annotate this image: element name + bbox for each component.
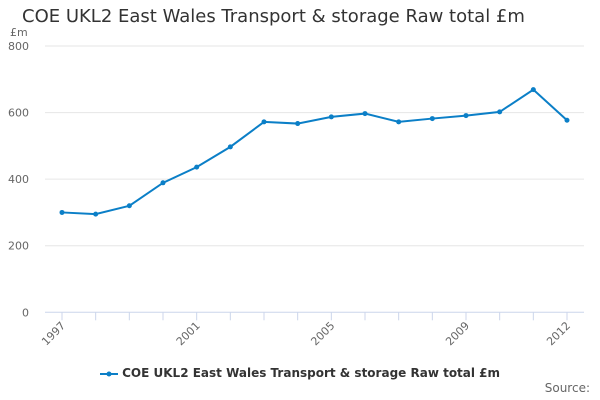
data-point [160, 180, 166, 186]
data-point [463, 113, 469, 119]
y-tick-label: 0 [22, 306, 29, 319]
legend-item[interactable]: COE UKL2 East Wales Transport & storage … [0, 366, 600, 380]
x-tick-label: 2009 [443, 319, 472, 348]
y-tick-label: 600 [8, 107, 29, 120]
data-point [295, 121, 301, 127]
data-point [194, 164, 200, 170]
x-tick-label: 1997 [39, 319, 68, 348]
x-tick-label: 2005 [308, 319, 337, 348]
data-point [328, 114, 334, 120]
x-tick-label: 2001 [174, 319, 203, 348]
source-label: Source: [544, 381, 590, 395]
y-tick-label: 800 [8, 40, 29, 53]
data-point [93, 211, 99, 217]
legend-label: COE UKL2 East Wales Transport & storage … [122, 366, 501, 380]
y-axis-label: £m [10, 26, 28, 39]
data-point [126, 203, 132, 209]
chart-title: COE UKL2 East Wales Transport & storage … [22, 6, 525, 27]
data-point [530, 87, 536, 93]
series-line [61, 88, 568, 216]
y-tick-label: 400 [8, 173, 29, 186]
data-point [261, 119, 267, 125]
data-point [497, 109, 503, 115]
y-tick-label: 200 [8, 240, 29, 253]
data-point [59, 209, 65, 215]
data-point [362, 111, 368, 117]
legend-line-icon [99, 371, 118, 376]
data-point [227, 144, 233, 150]
data-point [429, 116, 435, 122]
x-tick-label: 2012 [544, 319, 573, 348]
data-point [396, 119, 402, 125]
data-point [564, 117, 570, 123]
